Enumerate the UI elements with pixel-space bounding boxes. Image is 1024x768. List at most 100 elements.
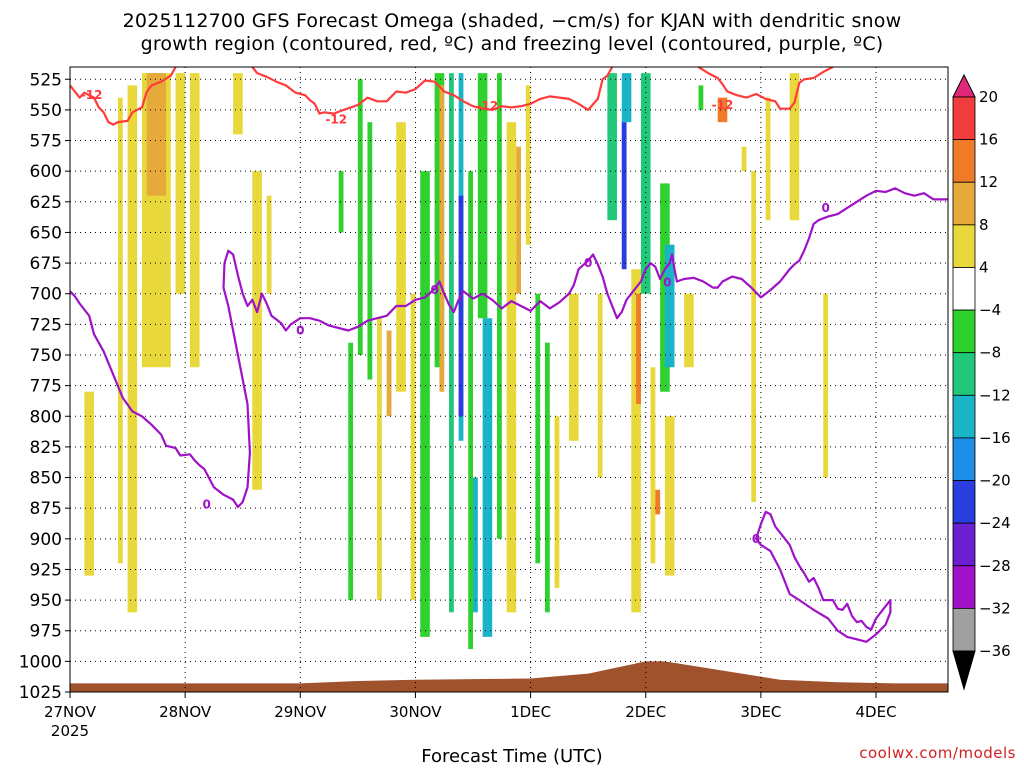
contour-label-1-2: 0 — [430, 283, 438, 297]
contour-label-0-2: -12 — [477, 99, 499, 113]
omega-cell-34 — [554, 416, 560, 588]
omega-cell-43 — [650, 367, 656, 564]
colorbar-bottom-arrow — [952, 650, 976, 691]
colorbar-swatch-5 — [952, 309, 976, 354]
omega-cell-49 — [698, 85, 704, 110]
colorbar-swatch-2 — [952, 181, 976, 226]
ytick-label-775: 775 — [30, 377, 62, 397]
omega-cell-31 — [525, 85, 531, 245]
omega-cell-39 — [621, 122, 627, 270]
omega-cell-11 — [348, 342, 354, 601]
colorbar-top-arrow — [952, 73, 976, 98]
xtick-label-28NOV: 28NOV — [159, 703, 212, 721]
ytick-label-600: 600 — [30, 162, 62, 182]
omega-cell-38 — [621, 73, 632, 123]
omega-cell-13 — [367, 122, 373, 380]
contour-label-1-5: 0 — [752, 532, 760, 546]
omega-cell-44 — [655, 489, 661, 515]
omega-cell-50 — [717, 97, 728, 123]
colorbar-swatch-7 — [952, 394, 976, 439]
ytick-label-950: 950 — [30, 591, 62, 611]
omega-cell-26 — [477, 73, 488, 319]
contour-label-1-3: 0 — [584, 256, 592, 270]
colorbar-label-9: −20 — [979, 472, 1011, 490]
colorbar-swatch-9 — [952, 480, 976, 524]
colorbar-swatch-6 — [952, 352, 976, 396]
contour-1-seg-1 — [755, 510, 892, 643]
colorbar-swatch-3 — [952, 224, 976, 268]
colorbar-label-1: 16 — [979, 131, 998, 149]
ytick-label-925: 925 — [30, 560, 62, 580]
source-credit: coolwx.com/models — [859, 744, 1016, 762]
omega-cell-5 — [175, 73, 186, 294]
omega-cell-25 — [473, 477, 478, 613]
ytick-label-825: 825 — [30, 438, 62, 458]
xtick-label-4DEC: 4DEC — [856, 703, 897, 721]
colorbar-label-4: 4 — [979, 258, 989, 276]
omega-cell-23 — [458, 195, 464, 417]
ytick-label-800: 800 — [30, 407, 62, 427]
xtick-label-30NOV: 30NOV — [389, 703, 442, 721]
colorbar-swatch-11 — [952, 565, 976, 609]
contour-label-0-3: -12 — [712, 98, 734, 112]
xtick-label-2DEC: 2DEC — [625, 703, 666, 721]
omega-cell-24 — [468, 171, 474, 650]
ytick-label-650: 650 — [30, 223, 62, 243]
contour-label-1-4: 0 — [663, 276, 671, 290]
colorbar-swatch-1 — [952, 139, 976, 183]
xtick-label-27NOV: 27NOV — [44, 703, 97, 721]
x-axis-label: Forecast Time (UTC) — [421, 746, 603, 767]
omega-cell-17 — [410, 293, 416, 601]
omega-cell-41 — [636, 293, 641, 405]
ytick-label-900: 900 — [30, 530, 62, 550]
temperature-contours: -12 -12 -12 -12 0 0 0 0 0 0 0 — [70, 67, 948, 643]
ytick-label-1000: 1000 — [19, 652, 62, 672]
omega-cell-30 — [516, 146, 521, 294]
contour-1-seg-0 — [70, 187, 948, 509]
ytick-label-850: 850 — [30, 469, 62, 489]
colorbar-label-7: −12 — [979, 386, 1011, 404]
omega-cell-35 — [568, 293, 579, 441]
xtick-label-3DEC: 3DEC — [740, 703, 781, 721]
ytick-label-975: 975 — [30, 622, 62, 642]
ytick-label-625: 625 — [30, 193, 62, 213]
xtick-label-29NOV: 29NOV — [274, 703, 327, 721]
ytick-label-700: 700 — [30, 285, 62, 305]
colorbar: 20 16 12 8 4 −4 −8 −12 −16 −20 −24 −28 −32 −36 — [952, 73, 1011, 691]
omega-cell-15 — [386, 330, 392, 417]
colorbar-swatch-10 — [952, 522, 976, 567]
omega-cell-1 — [117, 97, 123, 564]
plot-frame — [69, 66, 949, 693]
omega-cell-21 — [449, 73, 454, 613]
colorbar-label-2: 12 — [979, 173, 998, 191]
xtick-sublabel-2025: 2025 — [51, 722, 89, 740]
omega-cell-9 — [266, 195, 272, 294]
omega-cell-20 — [439, 85, 445, 392]
omega-cell-18 — [420, 171, 430, 637]
pressure-axis: 525 550 575 600 625 650 675 700 725 750 775 800 825 8… — [19, 70, 70, 703]
omega-cell-46 — [664, 244, 675, 368]
ground-terrain — [70, 661, 948, 692]
omega-cell-33 — [544, 342, 550, 613]
ytick-label-550: 550 — [30, 101, 62, 121]
colorbar-label-6: −8 — [979, 344, 1001, 362]
omega-cell-2 — [127, 85, 138, 613]
omega-shading — [84, 73, 829, 650]
omega-cell-51 — [741, 146, 747, 172]
contour-label-0-1: -12 — [325, 113, 347, 127]
omega-cell-54 — [789, 73, 800, 221]
omega-cell-40 — [631, 269, 641, 613]
ytick-label-525: 525 — [30, 70, 62, 90]
xtick-label-1DEC: 1DEC — [510, 703, 551, 721]
colorbar-label-12: −32 — [979, 599, 1011, 617]
omega-cell-53 — [765, 97, 771, 221]
omega-cell-27 — [482, 318, 493, 637]
contour-0-seg-1 — [251, 67, 614, 115]
omega-cell-42 — [640, 73, 651, 294]
omega-cell-8 — [252, 171, 262, 490]
ytick-label-575: 575 — [30, 132, 62, 152]
omega-cell-32 — [535, 293, 541, 564]
omega-cell-12 — [357, 79, 363, 355]
omega-cell-37 — [607, 73, 617, 221]
